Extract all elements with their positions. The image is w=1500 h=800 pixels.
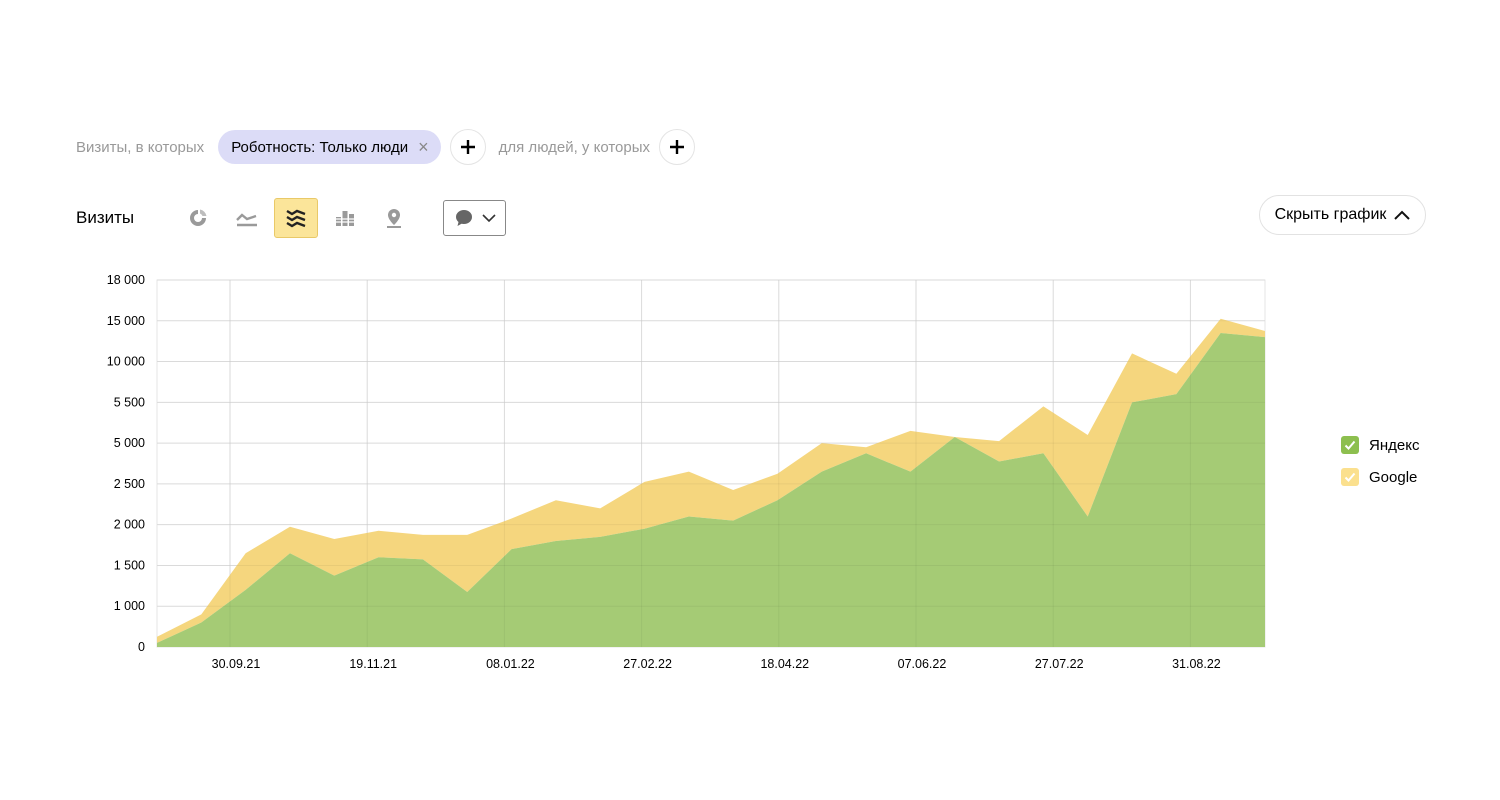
x-tick-label: 08.01.22 (486, 657, 535, 671)
people-condition-label: для людей, у которых (498, 138, 650, 156)
chart-legend: Яндекс Google (1341, 435, 1419, 499)
chart-metric-title: Визиты (76, 208, 135, 227)
map-chart-button[interactable] (372, 198, 416, 238)
bar-chart-icon (336, 211, 354, 226)
y-tick-label: 2 500 (114, 477, 145, 491)
hide-chart-label: Скрыть график (1274, 206, 1387, 223)
donut-chart-icon (190, 209, 207, 226)
filter-prefix-label: Визиты, в которых (76, 138, 205, 156)
legend-label-google: Google (1369, 468, 1418, 486)
plus-icon (670, 140, 684, 154)
x-tick-label: 18.04.22 (760, 657, 809, 671)
x-tick-label: 19.11.21 (349, 657, 397, 671)
add-people-condition-button[interactable] (659, 129, 695, 165)
line-chart-icon (236, 213, 257, 227)
series-area-yandex (157, 333, 1265, 647)
y-tick-label: 1 500 (114, 558, 145, 572)
legend-check-google[interactable] (1341, 468, 1359, 486)
robotness-filter-label: Роботность: Только люди (231, 138, 409, 156)
close-icon[interactable]: × (418, 137, 429, 157)
y-tick-label: 2 000 (114, 518, 145, 532)
legend-label-yandex: Яндекс (1369, 436, 1420, 454)
comment-icon (455, 210, 472, 226)
x-tick-label: 27.07.22 (1035, 657, 1084, 671)
donut-chart-button[interactable] (176, 198, 220, 238)
series-area-google (157, 318, 1265, 643)
chevron-up-icon (1394, 210, 1411, 220)
stacked-area-icon (286, 209, 306, 228)
legend-item-yandex[interactable]: Яндекс (1341, 435, 1419, 455)
annotations-dropdown[interactable] (443, 200, 506, 236)
x-tick-label: 07.06.22 (898, 657, 947, 671)
y-tick-label: 0 (138, 640, 145, 654)
hide-chart-button[interactable]: Скрыть график (1259, 195, 1426, 235)
x-tick-label: 31.08.22 (1172, 657, 1221, 671)
chart-toolbar: Визиты (76, 197, 506, 239)
chevron-down-icon (481, 214, 496, 223)
y-tick-label: 5 000 (114, 436, 145, 450)
checkmark-icon (1344, 440, 1356, 450)
x-tick-label: 27.02.22 (623, 657, 672, 671)
y-tick-label: 5 500 (114, 395, 145, 409)
y-tick-label: 15 000 (107, 314, 145, 328)
legend-check-yandex[interactable] (1341, 436, 1359, 454)
map-pin-icon (387, 209, 401, 228)
visits-area-chart[interactable]: 0 1 000 1 500 2 000 2 500 5 000 5 500 10 000 15 … (0, 250, 1300, 690)
y-tick-label: 1 000 (114, 599, 145, 613)
segment-filter-row: Визиты, в которых Роботность: Только люд… (76, 128, 708, 166)
bar-chart-button[interactable] (323, 198, 367, 238)
plus-icon (460, 140, 475, 154)
line-chart-button[interactable] (225, 198, 269, 238)
add-visit-condition-button[interactable] (449, 129, 486, 165)
checkmark-icon (1344, 472, 1356, 482)
legend-item-google[interactable]: Google (1341, 467, 1419, 487)
robotness-filter-chip[interactable]: Роботность: Только люди × (218, 130, 441, 164)
y-tick-label: 18 000 (107, 273, 145, 287)
stacked-area-button[interactable] (274, 198, 318, 238)
x-tick-label: 30.09.21 (212, 657, 261, 671)
y-tick-label: 10 000 (107, 355, 145, 369)
